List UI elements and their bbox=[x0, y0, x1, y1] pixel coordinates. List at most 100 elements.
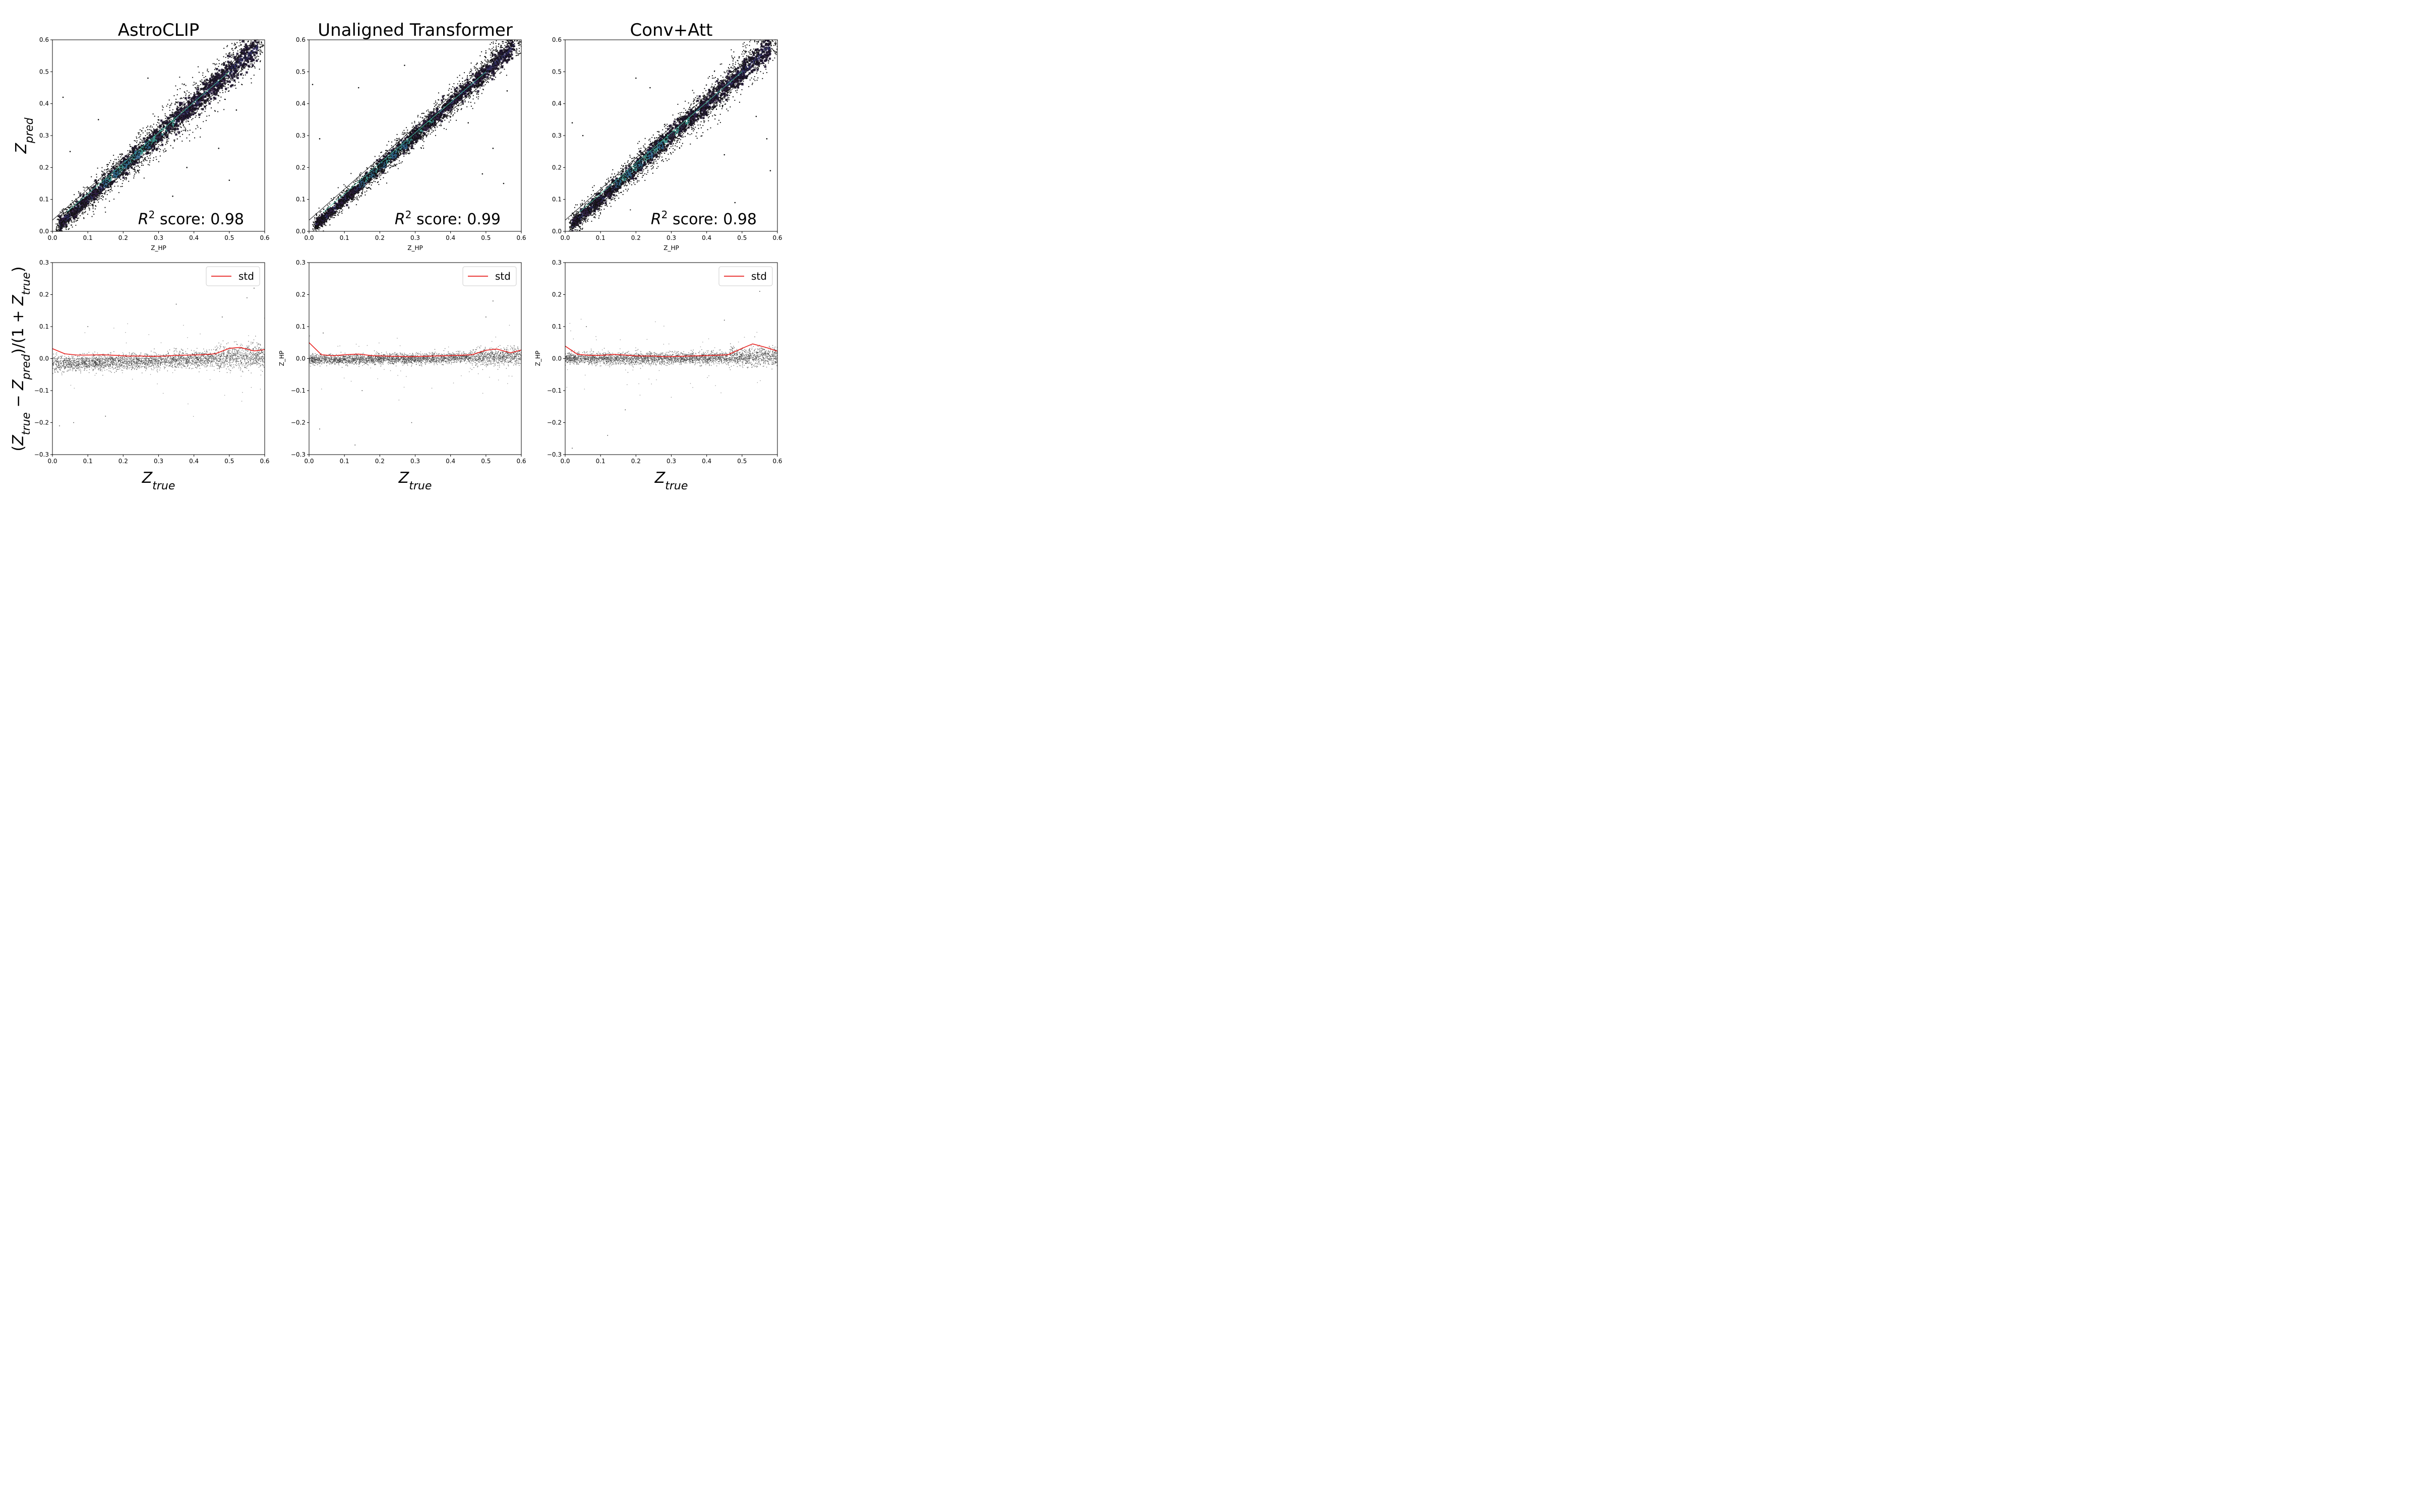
data-point bbox=[88, 198, 90, 199]
data-point bbox=[119, 171, 120, 172]
density-block bbox=[155, 132, 162, 140]
data-point bbox=[343, 184, 345, 185]
data-point bbox=[217, 68, 218, 70]
data-point bbox=[139, 150, 141, 151]
data-point bbox=[149, 132, 150, 133]
data-point bbox=[155, 141, 157, 143]
density-cell bbox=[343, 202, 346, 204]
data-point bbox=[107, 168, 108, 169]
data-point bbox=[260, 60, 261, 61]
data-point bbox=[233, 80, 235, 81]
density-cell bbox=[236, 74, 239, 76]
density-cell bbox=[197, 103, 199, 106]
density-cell bbox=[240, 50, 243, 53]
data-point bbox=[184, 112, 186, 113]
density-cell bbox=[386, 161, 388, 164]
data-point bbox=[198, 85, 200, 87]
data-point bbox=[135, 172, 137, 173]
density-cell bbox=[93, 185, 96, 188]
density-cell bbox=[193, 100, 195, 103]
data-point bbox=[183, 115, 185, 117]
data-point bbox=[254, 57, 256, 58]
density-cell bbox=[234, 70, 237, 73]
density-cell bbox=[376, 171, 378, 173]
density-cell bbox=[228, 67, 231, 70]
data-point bbox=[72, 213, 74, 215]
density-cell bbox=[400, 139, 402, 142]
data-point bbox=[75, 220, 77, 222]
density-cell bbox=[325, 216, 327, 219]
density-cell bbox=[238, 66, 240, 68]
data-point bbox=[134, 166, 136, 168]
x-tick-label: 0.5 bbox=[224, 234, 234, 241]
data-point bbox=[162, 149, 164, 151]
density-cell bbox=[419, 138, 422, 140]
data-point bbox=[500, 47, 501, 48]
data-point bbox=[245, 74, 246, 76]
data-point bbox=[494, 79, 495, 81]
data-point bbox=[78, 191, 79, 193]
data-point bbox=[200, 88, 202, 89]
data-point bbox=[232, 85, 234, 86]
data-point bbox=[110, 181, 111, 183]
data-point bbox=[166, 142, 168, 144]
data-point bbox=[167, 120, 169, 122]
data-point bbox=[73, 214, 75, 215]
data-point bbox=[182, 122, 184, 124]
data-point bbox=[101, 185, 103, 187]
data-point bbox=[132, 157, 134, 159]
data-point bbox=[145, 141, 147, 143]
data-point bbox=[189, 96, 191, 98]
data-point bbox=[132, 152, 133, 153]
data-point bbox=[207, 98, 209, 99]
data-point bbox=[260, 44, 262, 45]
data-point bbox=[139, 162, 140, 164]
data-point bbox=[212, 74, 213, 76]
data-point bbox=[96, 198, 97, 199]
data-point bbox=[140, 147, 141, 149]
data-point bbox=[147, 137, 149, 138]
density-cell bbox=[230, 85, 232, 88]
density-cell bbox=[143, 147, 145, 149]
data-point bbox=[234, 72, 236, 73]
data-point bbox=[68, 214, 70, 216]
data-point bbox=[151, 144, 153, 145]
data-point bbox=[66, 215, 68, 216]
data-point bbox=[208, 115, 210, 116]
data-point bbox=[138, 171, 139, 172]
data-point bbox=[137, 149, 138, 150]
data-point bbox=[477, 84, 478, 85]
data-point bbox=[204, 82, 206, 83]
density-cell bbox=[230, 70, 233, 73]
density-cell bbox=[511, 57, 514, 59]
data-point bbox=[117, 175, 119, 176]
data-point bbox=[90, 193, 92, 195]
data-point bbox=[213, 99, 214, 101]
density-cell bbox=[250, 46, 253, 48]
data-point bbox=[89, 189, 90, 191]
data-point bbox=[137, 165, 139, 166]
data-point bbox=[138, 172, 140, 173]
data-point bbox=[211, 85, 212, 86]
data-point bbox=[240, 52, 241, 53]
data-point bbox=[218, 84, 219, 86]
data-point bbox=[72, 226, 73, 228]
density-cell bbox=[164, 134, 167, 137]
data-point bbox=[216, 86, 217, 88]
data-point bbox=[188, 120, 190, 122]
density-cell bbox=[64, 214, 66, 217]
data-point bbox=[149, 152, 151, 154]
data-point bbox=[199, 98, 200, 100]
data-point bbox=[255, 45, 257, 46]
density-cell bbox=[493, 74, 495, 77]
density-cell bbox=[133, 149, 135, 152]
density-cell bbox=[432, 115, 434, 117]
data-point bbox=[64, 226, 66, 228]
density-cell bbox=[182, 117, 185, 120]
data-point bbox=[178, 118, 180, 119]
density-cell bbox=[79, 194, 82, 197]
data-point bbox=[67, 207, 69, 209]
density-cell bbox=[450, 108, 453, 111]
data-point bbox=[183, 97, 185, 98]
density-cell bbox=[480, 84, 483, 87]
